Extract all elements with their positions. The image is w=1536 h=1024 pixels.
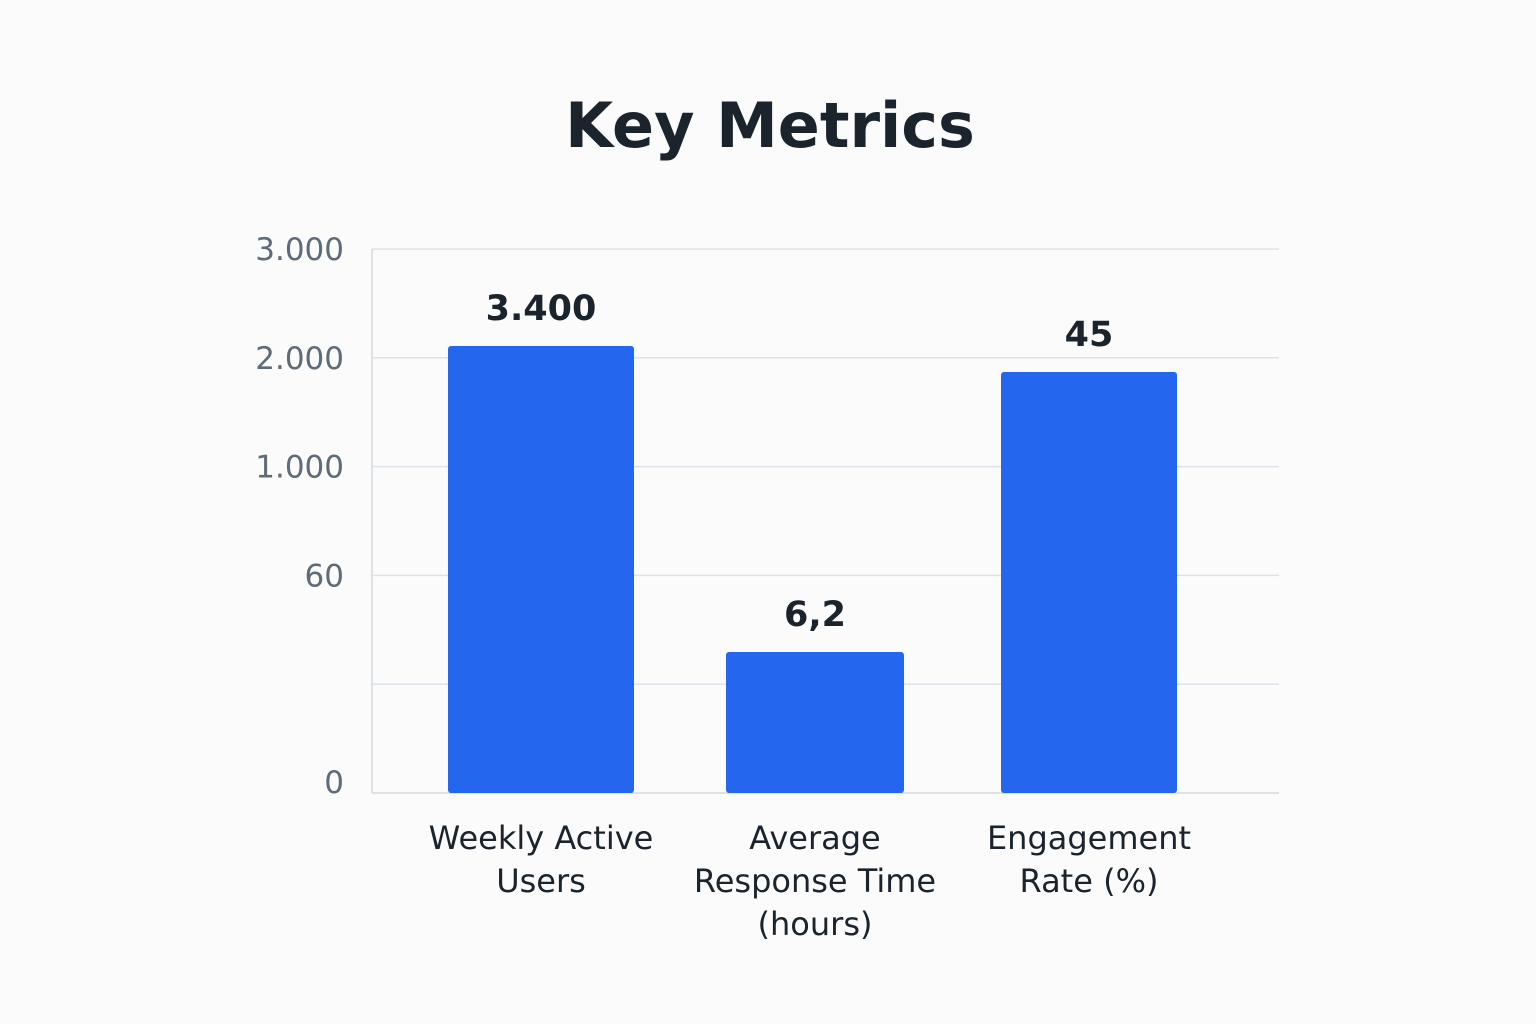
bar-value-label: 6,2 <box>784 595 846 635</box>
bars <box>448 346 1177 793</box>
bar-value-label: 3.400 <box>486 289 597 329</box>
y-tick-label: 0 <box>324 765 344 801</box>
y-tick-label: 3.000 <box>255 232 344 268</box>
bar <box>726 652 904 793</box>
y-axis-ticks: 0 60 1.000 2.000 3.000 <box>255 232 344 801</box>
y-tick-label: 2.000 <box>255 341 344 377</box>
bar <box>1001 372 1177 793</box>
y-tick-label: 60 <box>305 558 344 594</box>
bar <box>448 346 634 793</box>
chart-title: Key Metrics <box>565 89 975 162</box>
value-labels: 3.400 6,2 45 <box>486 289 1114 635</box>
x-category-label: Average Response Time (hours) <box>694 819 936 943</box>
bar-value-label: 45 <box>1065 315 1114 355</box>
y-tick-label: 1.000 <box>255 450 344 486</box>
x-axis-categories: Weekly Active Users Average Response Time (h… <box>429 819 1191 943</box>
x-category-label: Engagement Rate (%) <box>987 819 1191 900</box>
x-category-label: Weekly Active Users <box>429 819 654 900</box>
